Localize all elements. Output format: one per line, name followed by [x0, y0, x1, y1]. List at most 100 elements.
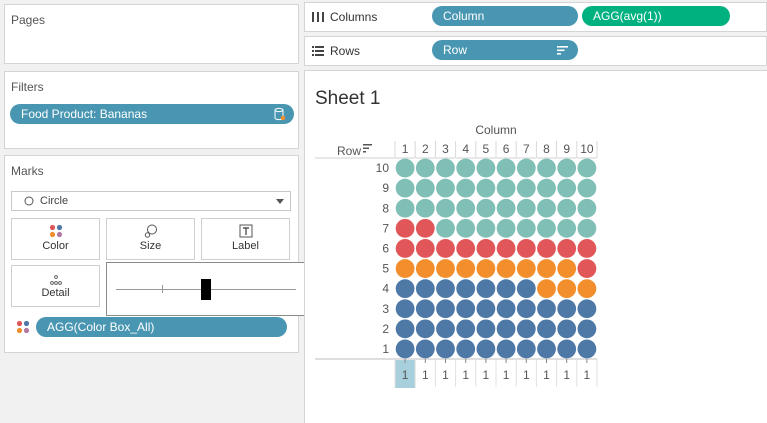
dot-mark[interactable]: [557, 178, 577, 198]
dot-mark[interactable]: [577, 319, 597, 339]
dot-mark[interactable]: [436, 259, 455, 278]
dot-mark[interactable]: [395, 239, 415, 258]
dot-mark[interactable]: [456, 158, 476, 178]
dot-mark[interactable]: [415, 158, 435, 178]
dot-mark[interactable]: [476, 339, 496, 359]
dot-mark[interactable]: [415, 339, 435, 359]
dot-mark[interactable]: [537, 158, 556, 178]
dot-mark[interactable]: [476, 178, 496, 198]
dot-mark[interactable]: [557, 299, 577, 319]
dot-mark[interactable]: [476, 218, 496, 238]
dot-mark[interactable]: [537, 279, 556, 299]
dot-mark[interactable]: [537, 218, 556, 238]
color-button[interactable]: Color: [11, 218, 100, 260]
dot-mark[interactable]: [415, 299, 435, 319]
dot-mark[interactable]: [476, 239, 496, 258]
dot-mark[interactable]: [456, 218, 476, 238]
dot-mark[interactable]: [395, 158, 415, 178]
dot-mark[interactable]: [415, 218, 435, 238]
columns-pill-agg[interactable]: AGG(avg(1)): [582, 6, 730, 26]
dot-mark[interactable]: [456, 339, 476, 359]
dot-mark[interactable]: [496, 279, 516, 299]
dot-mark[interactable]: [395, 319, 415, 339]
dot-mark[interactable]: [516, 319, 536, 339]
filters-panel[interactable]: Filters Food Product: Bananas: [4, 71, 299, 149]
dot-mark[interactable]: [456, 259, 476, 278]
dot-mark[interactable]: [395, 178, 415, 198]
label-button[interactable]: Label: [201, 218, 290, 260]
dot-mark[interactable]: [496, 178, 516, 198]
dot-mark[interactable]: [577, 218, 597, 238]
dot-mark[interactable]: [456, 198, 476, 218]
dot-mark[interactable]: [557, 218, 577, 238]
dot-mark[interactable]: [537, 319, 556, 339]
dot-mark[interactable]: [577, 299, 597, 319]
dot-mark[interactable]: [537, 198, 556, 218]
dot-mark[interactable]: [476, 319, 496, 339]
dot-mark[interactable]: [496, 319, 516, 339]
dot-mark[interactable]: [436, 299, 455, 319]
filter-pill-food-product[interactable]: Food Product: Bananas: [10, 104, 294, 124]
dot-mark[interactable]: [436, 218, 455, 238]
dot-mark[interactable]: [577, 158, 597, 178]
dot-mark[interactable]: [496, 339, 516, 359]
dot-mark[interactable]: [395, 279, 415, 299]
dot-mark[interactable]: [456, 279, 476, 299]
dot-mark[interactable]: [395, 218, 415, 238]
dot-mark[interactable]: [415, 279, 435, 299]
dot-mark[interactable]: [456, 299, 476, 319]
columns-pill-column[interactable]: Column: [432, 6, 578, 26]
dot-mark[interactable]: [577, 259, 597, 278]
dot-mark[interactable]: [557, 339, 577, 359]
dot-mark[interactable]: [436, 158, 455, 178]
dot-mark[interactable]: [476, 198, 496, 218]
dot-mark[interactable]: [577, 198, 597, 218]
color-field-pill[interactable]: AGG(Color Box_All): [36, 317, 287, 337]
dot-mark[interactable]: [496, 218, 516, 238]
dot-mark[interactable]: [516, 158, 536, 178]
dot-mark[interactable]: [496, 239, 516, 258]
dot-mark[interactable]: [415, 259, 435, 278]
dot-mark[interactable]: [415, 178, 435, 198]
dot-mark[interactable]: [415, 319, 435, 339]
row-sort-icon[interactable]: [363, 144, 372, 146]
pages-panel[interactable]: Pages: [4, 4, 299, 64]
dot-mark[interactable]: [557, 279, 577, 299]
dot-mark[interactable]: [577, 239, 597, 258]
dot-mark[interactable]: [537, 259, 556, 278]
dot-mark[interactable]: [537, 239, 556, 258]
dot-mark[interactable]: [557, 319, 577, 339]
dot-mark[interactable]: [496, 198, 516, 218]
dot-mark[interactable]: [456, 239, 476, 258]
dot-mark[interactable]: [557, 158, 577, 178]
dot-mark[interactable]: [516, 198, 536, 218]
dot-mark[interactable]: [577, 279, 597, 299]
dot-mark[interactable]: [516, 279, 536, 299]
dot-mark[interactable]: [436, 339, 455, 359]
dot-mark[interactable]: [516, 259, 536, 278]
dot-mark[interactable]: [537, 299, 556, 319]
dot-mark[interactable]: [436, 319, 455, 339]
dot-mark[interactable]: [516, 339, 536, 359]
dot-mark[interactable]: [395, 198, 415, 218]
dot-mark[interactable]: [456, 319, 476, 339]
dot-mark[interactable]: [496, 299, 516, 319]
dot-mark[interactable]: [496, 158, 516, 178]
dot-mark[interactable]: [557, 198, 577, 218]
view-area[interactable]: Sheet 1 Column Row 1 2 3 4 5 6 7 8 9 10 10 9 8 7 6 5 4 3 2 1 1…: [304, 70, 767, 423]
size-button[interactable]: Size: [106, 218, 195, 260]
dot-mark[interactable]: [516, 299, 536, 319]
dot-mark[interactable]: [516, 218, 536, 238]
dot-mark[interactable]: [395, 259, 415, 278]
dot-mark[interactable]: [456, 178, 476, 198]
dot-mark[interactable]: [436, 239, 455, 258]
dot-mark[interactable]: [395, 299, 415, 319]
dot-mark[interactable]: [496, 259, 516, 278]
dot-mark[interactable]: [436, 178, 455, 198]
detail-button[interactable]: Detail: [11, 265, 100, 307]
dot-mark[interactable]: [516, 178, 536, 198]
dot-mark[interactable]: [537, 178, 556, 198]
dot-mark[interactable]: [476, 299, 496, 319]
dot-mark[interactable]: [415, 239, 435, 258]
